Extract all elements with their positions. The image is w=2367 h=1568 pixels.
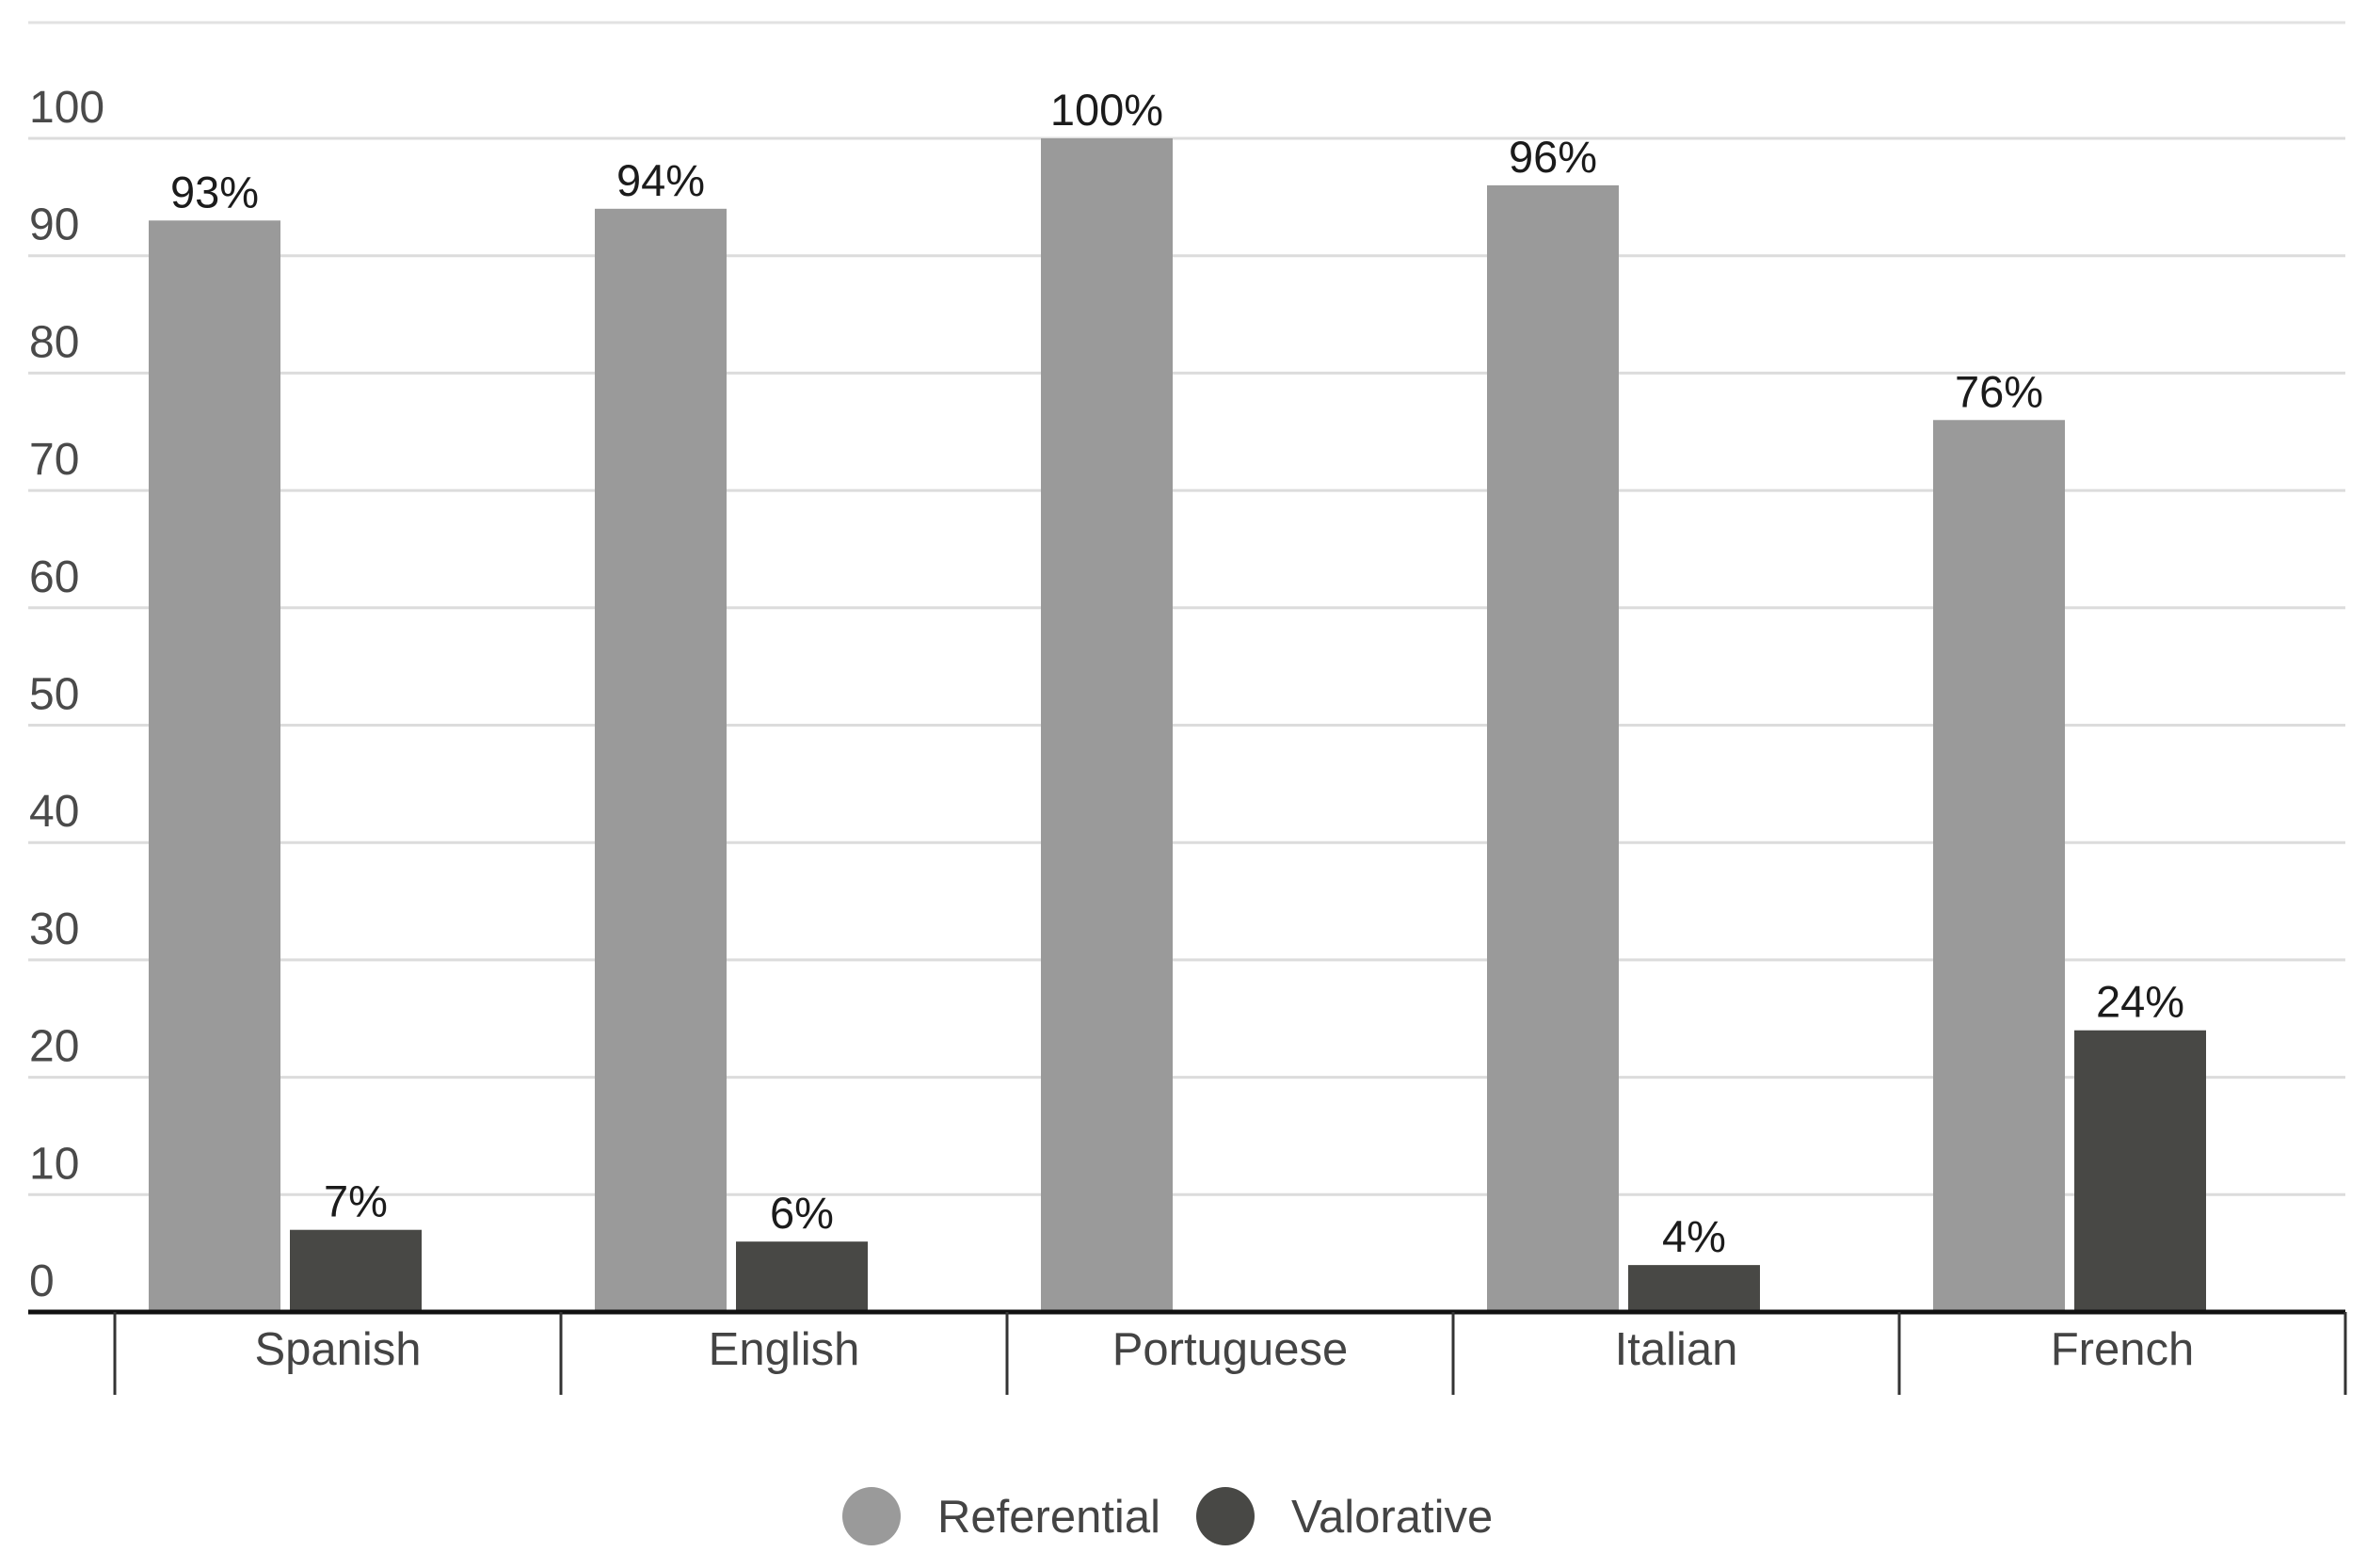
- x-tick-label: Spanish: [254, 1324, 421, 1375]
- legend-item-referential: Referential: [842, 1487, 1160, 1545]
- bar-valorative-english: [736, 1241, 868, 1312]
- bar-valorative-french: [2074, 1030, 2206, 1312]
- legend-swatch-icon: [1196, 1487, 1255, 1545]
- data-label: 96%: [1509, 132, 1597, 182]
- x-tick-label: English: [709, 1324, 860, 1375]
- y-tick-label: 40: [29, 787, 79, 837]
- x-axis: Spanish English Portuguese Italian French: [28, 1309, 2347, 1395]
- y-tick-label: 60: [29, 552, 79, 602]
- legend-swatch-icon: [842, 1487, 901, 1545]
- bar-referential-spanish: [149, 220, 280, 1312]
- y-tick-label: 20: [29, 1022, 79, 1072]
- data-label: 24%: [2096, 977, 2184, 1027]
- y-axis: 0 10 20 30 40 50 60 70 80 90 100: [29, 83, 104, 1306]
- data-label: 7%: [324, 1176, 388, 1226]
- data-label: 76%: [1955, 366, 2043, 416]
- x-tick-label: Portuguese: [1112, 1324, 1349, 1375]
- bar-valorative-spanish: [290, 1229, 422, 1312]
- legend-item-valorative: Valorative: [1196, 1487, 1493, 1545]
- grid-layer: [28, 21, 2345, 1196]
- y-tick-label: 30: [29, 904, 79, 954]
- data-label: 6%: [770, 1188, 834, 1238]
- bars: [149, 138, 2206, 1312]
- data-label: 93%: [170, 167, 259, 216]
- y-tick-label: 90: [29, 200, 79, 250]
- data-label: 4%: [1662, 1211, 1726, 1261]
- data-label: 100%: [1050, 85, 1163, 135]
- data-label: 94%: [616, 155, 705, 205]
- bar-valorative-italian: [1628, 1265, 1760, 1312]
- legend-label: Valorative: [1291, 1492, 1493, 1543]
- data-labels: 93% 7% 94% 6% 100% 96% 4% 76% 24%: [170, 85, 2184, 1261]
- bar-referential-portuguese: [1041, 138, 1173, 1312]
- y-tick-label: 50: [29, 670, 79, 720]
- y-tick-label: 70: [29, 435, 79, 485]
- x-tick-label: French: [2051, 1324, 2195, 1375]
- legend: Referential Valorative: [842, 1487, 1493, 1545]
- y-tick-label: 0: [29, 1256, 55, 1306]
- bar-referential-italian: [1487, 184, 1619, 1312]
- y-tick-label: 100: [29, 83, 104, 133]
- y-tick-label: 10: [29, 1139, 79, 1189]
- x-tick-label: Italian: [1615, 1324, 1738, 1375]
- bar-referential-english: [595, 208, 727, 1312]
- y-tick-label: 80: [29, 317, 79, 367]
- bar-referential-french: [1933, 420, 2065, 1312]
- legend-label: Referential: [937, 1492, 1160, 1543]
